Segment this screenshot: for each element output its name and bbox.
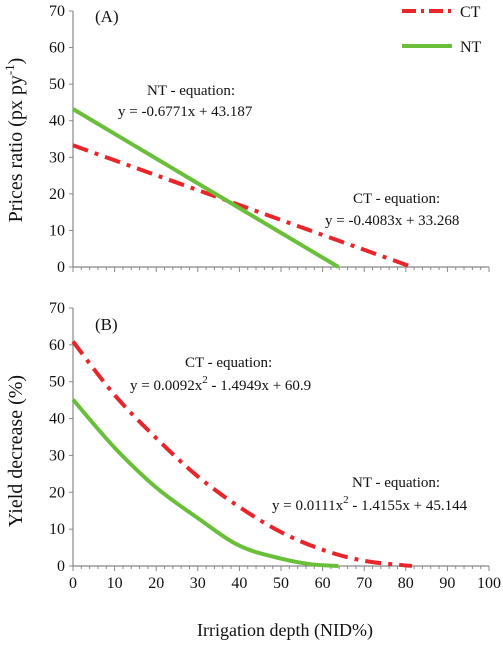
panel-b-ct-equation-main: y = 0.0092x (130, 378, 203, 394)
panel-b-yield-decrease: 0 10 20 30 40 50 60 70 0 10 20 30 40 50 60 70 80 90 100 (B… (5, 300, 501, 592)
panel-b-ct-equation-sup: 2 (202, 374, 208, 386)
panel-a-series-nt-line (71, 107, 340, 269)
panel-b-y-tick-label: 10 (49, 521, 65, 538)
panel-b-x-tick-label: 80 (398, 575, 414, 592)
legend: CT NT (402, 4, 482, 56)
x-axis-label: Irrigation depth (NID%) (197, 620, 373, 641)
panel-b-series-ct-line (71, 340, 413, 568)
panel-a-y-axis-label-end: ) (5, 58, 27, 65)
panel-a-series-ct-line (72, 143, 413, 269)
panel-a-y-axis-label-main: Prices ratio (px py (5, 75, 27, 222)
panel-b-y-tick-label: 70 (49, 300, 65, 317)
panel-a-label: (A) (95, 7, 119, 26)
panel-a-ct-equation: y = -0.4083x + 33.268 (325, 213, 459, 229)
panel-b-y-tick-label: 0 (57, 558, 65, 575)
panel-a-y-tick-label: 10 (49, 222, 65, 239)
panel-a-y-tick-label: 50 (49, 76, 65, 93)
legend-ct-label: CT (460, 4, 481, 21)
panel-b-lines (71, 340, 413, 568)
panel-a-y-tick-label: 60 (49, 40, 65, 57)
panel-b-nt-equation-title: NT - equation: (352, 475, 440, 491)
panel-b-x-tick-label: 20 (148, 575, 164, 592)
panel-a-prices-ratio: 0 10 20 30 40 50 60 70 (A) NT - equation: y = -… (2, 3, 490, 276)
panel-b-axes: 0 10 20 30 40 50 60 70 0 10 20 30 40 50 60 70 80 90 100 (49, 300, 501, 592)
panel-b-nt-equation: y = 0.0111x2 - 1.4155x + 45.144 (272, 494, 468, 514)
panel-b-x-tick-label: 70 (356, 575, 372, 592)
panel-b-y-tick-label: 60 (49, 337, 65, 354)
panel-b-series-nt-line (71, 398, 339, 568)
panel-a-y-tick-label: 20 (49, 186, 65, 203)
panel-b-x-tick-label: 50 (273, 575, 289, 592)
panel-b-label: (B) (95, 315, 118, 334)
panel-a-nt-equation-title: NT - equation: (147, 83, 235, 99)
panel-b-x-tick-label: 0 (69, 575, 77, 592)
panel-b-ct-equation: y = 0.0092x2 - 1.4949x + 60.9 (130, 374, 311, 394)
panel-b-y-tick-label: 40 (49, 411, 65, 428)
panel-a-nt-equation: y = -0.6771x + 43.187 (118, 104, 253, 120)
panel-a-axes: 0 10 20 30 40 50 60 70 (49, 3, 490, 276)
panel-a-lines (71, 107, 413, 269)
panel-a-y-tick-label: 30 (49, 149, 65, 166)
panel-a-y-tick-label: 0 (57, 259, 65, 276)
panel-a-y-tick-label: 70 (49, 3, 65, 20)
panel-b-nt-equation-main: y = 0.0111x (272, 498, 344, 514)
panel-a-ct-equation-title: CT - equation: (353, 191, 440, 207)
panel-b-y-tick-label: 50 (49, 374, 65, 391)
panel-b-y-axis-label: Yield decrease (%) (5, 375, 27, 527)
panel-b-x-tick-label: 90 (439, 575, 455, 592)
panel-b-x-tick-label: 10 (107, 575, 123, 592)
panel-b-nt-equation-rest: - 1.4155x + 45.144 (349, 498, 468, 514)
panel-b-y-tick-label: 30 (49, 447, 65, 464)
panel-a-y-axis-label: Prices ratio (px py-1) (2, 58, 27, 223)
panel-b-x-tick-label: 40 (231, 575, 247, 592)
panel-a-y-tick-label: 40 (49, 113, 65, 130)
panel-b-nt-equation-sup: 2 (343, 494, 349, 506)
panel-a-y-axis-label-sup: -1 (2, 64, 17, 75)
legend-nt-label: NT (460, 39, 482, 56)
panel-b-ct-equation-title: CT - equation: (185, 355, 272, 371)
panel-b-x-tick-label: 60 (315, 575, 331, 592)
panel-b-ct-equation-rest: - 1.4949x + 60.9 (208, 378, 311, 394)
panel-b-x-tick-label: 30 (190, 575, 206, 592)
panel-b-x-tick-label: 100 (477, 575, 501, 592)
panel-b-y-tick-label: 20 (49, 484, 65, 501)
